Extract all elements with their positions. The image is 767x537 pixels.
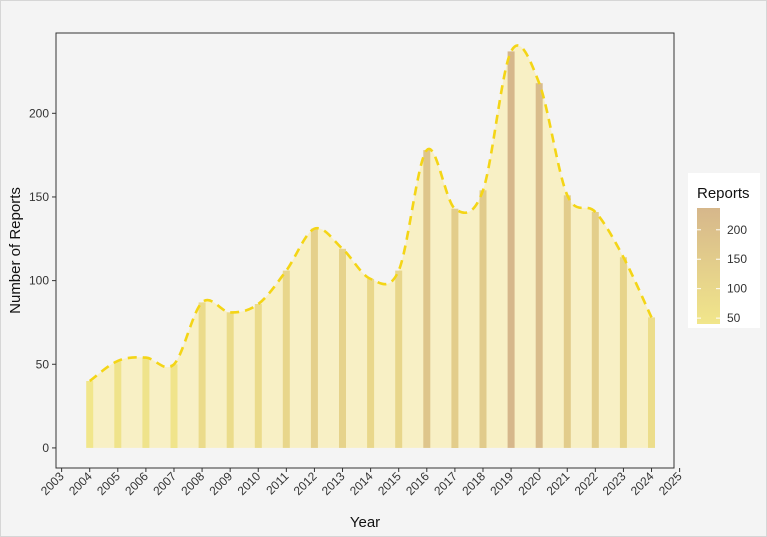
bar-2016 xyxy=(423,150,431,448)
x-tick-label: 2022 xyxy=(572,469,601,498)
x-tick-label: 2017 xyxy=(431,469,460,498)
y-tick-label: 50 xyxy=(36,357,50,371)
x-tick-label: 2012 xyxy=(291,469,320,498)
x-tick-label: 2018 xyxy=(459,469,488,498)
bar-2011 xyxy=(282,270,290,448)
y-axis-title: Number of Reports xyxy=(7,187,24,314)
x-tick-label: 2019 xyxy=(487,469,516,498)
bar-2019 xyxy=(507,51,515,448)
bar-2006 xyxy=(142,357,150,448)
bars xyxy=(86,51,655,449)
legend-colorbar xyxy=(697,208,720,324)
legend-tick-label: 50 xyxy=(727,311,741,325)
bar-2021 xyxy=(563,195,571,448)
bar-2015 xyxy=(395,270,403,448)
bar-2022 xyxy=(591,212,599,448)
bar-2012 xyxy=(310,228,318,448)
legend-title: Reports xyxy=(697,185,750,202)
bar-2017 xyxy=(451,208,459,448)
x-tick-label: 2006 xyxy=(122,469,151,498)
x-tick-label: 2020 xyxy=(516,469,545,498)
x-tick-label: 2004 xyxy=(66,469,95,498)
x-tick-label: 2010 xyxy=(235,469,264,498)
bar-2010 xyxy=(254,304,262,448)
x-axis: 2003 2004 2005 2006 2007 2008 2009 2010 2011 2012… xyxy=(38,468,685,498)
x-tick-label: 2013 xyxy=(319,469,348,498)
y-tick-label: 150 xyxy=(29,190,49,204)
bar-2023 xyxy=(619,257,627,448)
x-tick-label: 2024 xyxy=(628,469,657,498)
legend-tick-label: 150 xyxy=(727,252,747,266)
legend-ticks: 50 100 150 200 xyxy=(697,223,747,325)
x-tick-label: 2014 xyxy=(347,469,376,498)
x-tick-label: 2005 xyxy=(94,469,123,498)
y-tick-label: 100 xyxy=(29,274,49,288)
bar-2014 xyxy=(367,278,375,448)
bar-2020 xyxy=(535,83,543,448)
legend-tick-label: 200 xyxy=(727,223,747,237)
legend-tick-label: 100 xyxy=(727,282,747,296)
x-tick-label: 2008 xyxy=(178,469,207,498)
x-tick-label: 2011 xyxy=(263,469,291,497)
bar-2024 xyxy=(648,317,655,448)
x-tick-label: 2021 xyxy=(544,469,573,498)
bar-2018 xyxy=(479,190,487,449)
y-tick-label: 200 xyxy=(29,106,49,120)
bar-2009 xyxy=(226,312,234,448)
x-axis-title: Year xyxy=(350,514,380,531)
bar-2008 xyxy=(198,302,206,448)
y-tick-label: 0 xyxy=(42,441,49,455)
bar-2004 xyxy=(86,381,94,448)
x-tick-label: 2023 xyxy=(600,469,629,498)
x-tick-label: 2025 xyxy=(656,469,685,498)
x-tick-label: 2016 xyxy=(403,469,432,498)
x-tick-label: 2007 xyxy=(150,469,179,498)
bar-2007 xyxy=(170,364,178,448)
bar-2013 xyxy=(339,248,346,448)
legend: Reports 50 100 150 200 xyxy=(688,173,760,328)
bar-2005 xyxy=(114,360,122,448)
x-tick-label: 2003 xyxy=(38,469,67,498)
x-tick-label: 2009 xyxy=(207,469,236,498)
y-axis: 0 50 100 150 200 xyxy=(29,106,56,455)
x-tick-label: 2015 xyxy=(375,469,404,498)
